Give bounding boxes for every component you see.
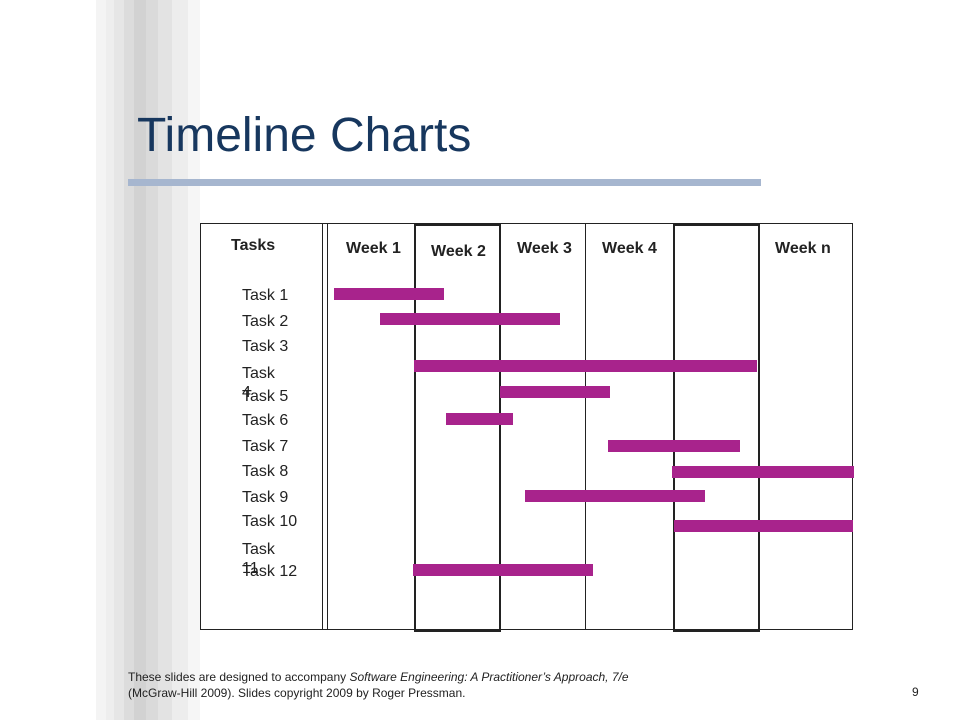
task-label: Task 11 (242, 541, 275, 577)
decor-stripe (106, 0, 114, 720)
week-2-column (414, 224, 501, 632)
decor-stripe (172, 0, 188, 720)
week-header: Week 4 (602, 240, 657, 257)
task-label: Task 9 (242, 489, 289, 506)
tasks-header: Tasks (231, 237, 276, 254)
task-bar (413, 564, 593, 576)
task-bar (674, 520, 853, 532)
decor-stripe (134, 0, 146, 720)
footer-book-title: Software Engineering: A Practitioner’s A… (349, 670, 629, 684)
task-bar (608, 440, 740, 452)
week-header: Week n (775, 240, 831, 257)
task-label: Task 5 (242, 388, 289, 405)
week-header: Week 1 (346, 240, 401, 257)
decor-stripe (96, 0, 106, 720)
title-underline (128, 179, 761, 186)
task-bar (525, 490, 705, 502)
slide-title: Timeline Charts (137, 109, 472, 162)
task-label: Task 10 (242, 513, 298, 530)
week-5-column (673, 224, 760, 632)
decor-stripe (188, 0, 200, 720)
column-divider (322, 224, 323, 630)
task-bar (446, 413, 513, 425)
page-number: 9 (912, 685, 919, 699)
task-label: Task 1 (242, 287, 289, 304)
decor-stripe (114, 0, 124, 720)
task-bar (414, 360, 757, 372)
task-label: Task 6 (242, 412, 289, 429)
column-divider (327, 224, 328, 630)
task-label: Task 4 (242, 365, 275, 401)
column-divider (585, 224, 586, 630)
task-label: Task 12 (242, 563, 298, 580)
task-label: Task 7 (242, 438, 289, 455)
slide-footer: These slides are designed to accompany S… (128, 669, 748, 701)
footer-text: These slides are designed to accompany (128, 670, 350, 684)
task-bar (672, 466, 854, 478)
task-bar (380, 313, 560, 325)
footer-copyright: (McGraw-Hill 2009). Slides copyright 200… (128, 686, 466, 700)
task-bar (334, 288, 444, 300)
decor-stripe (124, 0, 134, 720)
task-label: Task 8 (242, 463, 289, 480)
timeline-chart-frame (200, 223, 853, 630)
week-header: Week 2 (431, 243, 486, 260)
week-header: Week 3 (517, 240, 572, 257)
task-label: Task 2 (242, 313, 289, 330)
task-label: Task 3 (242, 338, 289, 355)
decor-stripe (158, 0, 172, 720)
decor-stripe (146, 0, 158, 720)
task-bar (500, 386, 610, 398)
